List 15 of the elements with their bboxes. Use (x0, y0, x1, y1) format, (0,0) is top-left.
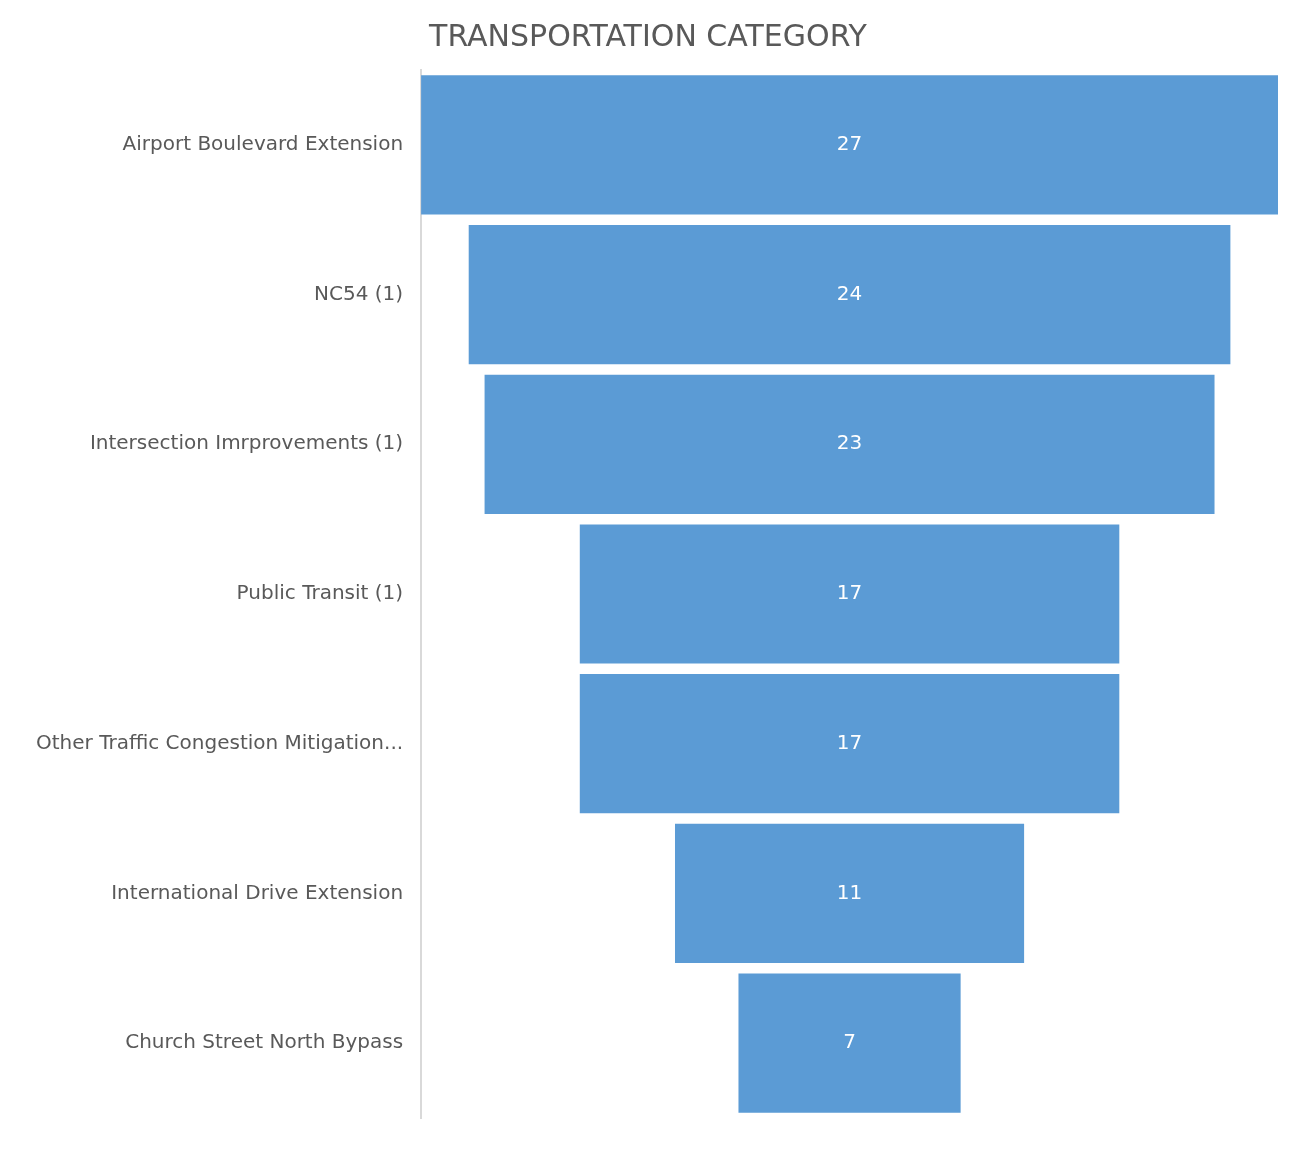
category-label: Church Street North Bypass (125, 1029, 404, 1054)
category-label: Intersection Imrprovements (1) (89, 430, 404, 455)
data-label: 24 (836, 280, 863, 305)
data-label: 17 (836, 580, 863, 605)
data-label: 17 (836, 729, 863, 754)
category-label: Other Traffic Congestion Mitigation... (35, 729, 404, 754)
text: TRANSPORTATION CATEGORY (428, 17, 868, 53)
data-label: 27 (836, 131, 863, 156)
data-label: 7 (843, 1029, 856, 1054)
category-label: International Drive Extension (111, 879, 404, 904)
category-label: NC54 (1) (314, 280, 404, 305)
category-label: Public Transit (1) (236, 580, 404, 605)
data-label: 23 (836, 430, 863, 455)
category-label: Airport Boulevard Extension (122, 131, 404, 156)
data-label: 11 (836, 879, 863, 904)
